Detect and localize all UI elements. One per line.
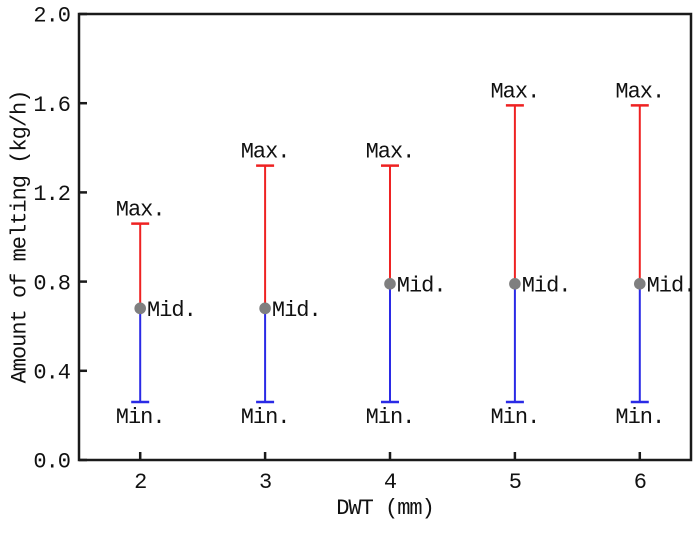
mid-marker	[384, 278, 396, 290]
axis-box	[77, 12, 693, 462]
point-label-min: Min.	[366, 405, 415, 430]
point-label-mid: Mid.	[647, 274, 696, 299]
point-label-mid: Mid.	[522, 274, 571, 299]
point-label-max: Max.	[366, 140, 415, 165]
x-tick-label: 6	[634, 470, 646, 495]
x-tick-label: 3	[259, 470, 271, 495]
mid-marker	[509, 278, 521, 290]
point-label-min: Min.	[490, 405, 539, 430]
y-tick-label: 2.0	[33, 4, 70, 29]
x-tick-label: 4	[384, 470, 397, 495]
point-label-mid: Mid.	[397, 274, 446, 299]
point-label-min: Min.	[116, 405, 165, 430]
y-tick-label: 0.8	[33, 271, 70, 296]
x-tick-label: 5	[509, 470, 521, 495]
y-tick-label: 1.6	[33, 93, 70, 118]
x-tick-label: 2	[134, 470, 146, 495]
mid-marker	[134, 302, 146, 315]
point-label-max: Max.	[615, 79, 664, 104]
y-tick-label: 0.4	[33, 361, 70, 386]
mid-marker	[633, 278, 646, 290]
point-label-mid: Mid.	[147, 298, 196, 323]
point-label-mid: Mid.	[272, 298, 321, 323]
point-label-max: Max.	[241, 140, 290, 165]
x-axis-title: DWT (mm)	[336, 496, 435, 521]
point-label-min: Min.	[615, 405, 664, 430]
point-label-max: Max.	[116, 198, 165, 223]
point-label-min: Min.	[241, 405, 290, 430]
mid-marker	[259, 302, 271, 315]
y-axis-title: Amount of melting (kg/h)	[7, 90, 33, 384]
y-tick-label: 1.2	[33, 182, 70, 207]
y-tick-label: 0.0	[33, 450, 70, 475]
point-label-max: Max.	[490, 79, 539, 104]
